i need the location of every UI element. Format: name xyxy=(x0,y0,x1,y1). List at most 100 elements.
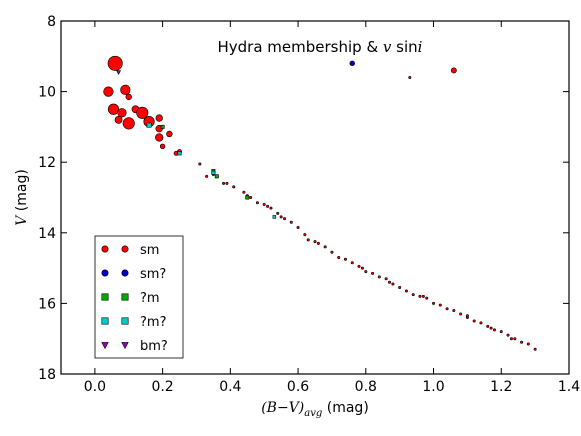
data-point xyxy=(489,326,493,330)
y-tick-label: 14 xyxy=(38,226,56,242)
data-point xyxy=(337,256,341,260)
data-point xyxy=(323,245,327,249)
x-tick-label: 0.0 xyxy=(84,379,106,395)
data-point xyxy=(211,170,216,175)
x-tick-label: 1.0 xyxy=(422,379,444,395)
data-point xyxy=(120,84,131,95)
axes-frame xyxy=(60,20,570,375)
data-point xyxy=(166,130,173,138)
chart-title: Hydra membership & v sini xyxy=(218,38,423,56)
data-point xyxy=(472,319,476,323)
data-point xyxy=(316,241,320,245)
legend: sm sm? ?m ?m? bm? xyxy=(94,235,184,359)
data-point xyxy=(272,215,277,219)
data-point xyxy=(205,174,209,178)
data-point xyxy=(465,314,469,318)
legend-marker xyxy=(121,293,129,301)
data-point xyxy=(459,312,463,316)
data-point xyxy=(283,217,287,221)
legend-label: ?m xyxy=(140,291,160,306)
legend-label: ?m? xyxy=(140,315,166,330)
legend-marker xyxy=(101,245,109,253)
data-point xyxy=(159,143,166,150)
data-point xyxy=(269,206,273,210)
data-point xyxy=(404,289,408,293)
legend-marker xyxy=(101,317,109,325)
data-point xyxy=(425,296,429,300)
data-point xyxy=(225,181,229,185)
legend-entry: sm xyxy=(101,243,159,258)
points-layer xyxy=(103,55,537,351)
data-point xyxy=(245,195,250,200)
data-point xyxy=(242,190,246,194)
series-m-points xyxy=(160,124,250,200)
data-point xyxy=(177,151,182,156)
data-point xyxy=(232,185,236,189)
data-point xyxy=(107,103,120,115)
data-point xyxy=(214,174,219,179)
legend-label: bm? xyxy=(140,339,168,354)
legend-marker xyxy=(121,317,129,325)
series-bm-points xyxy=(116,70,121,75)
legend-entry: sm? xyxy=(101,267,166,282)
data-point xyxy=(408,75,412,79)
data-point xyxy=(222,181,226,185)
x-tick-label: 1.4 xyxy=(558,379,580,395)
data-point xyxy=(499,330,503,334)
data-point xyxy=(391,282,395,286)
data-point xyxy=(330,250,334,254)
data-point xyxy=(160,124,165,129)
data-point xyxy=(452,308,456,312)
x-tick-label: 0.2 xyxy=(151,379,173,395)
legend-entry: ?m xyxy=(101,291,160,306)
data-point xyxy=(398,286,402,290)
data-point xyxy=(506,333,510,337)
data-point xyxy=(377,275,381,279)
data-point xyxy=(107,55,123,71)
data-point xyxy=(198,162,202,166)
data-point xyxy=(349,60,355,67)
legend-marker xyxy=(121,245,129,253)
x-tick-label: 0.6 xyxy=(287,379,309,395)
data-point xyxy=(418,294,422,298)
legend-entry: ?m? xyxy=(101,315,166,330)
data-point xyxy=(445,307,449,311)
data-point xyxy=(116,70,121,75)
data-point xyxy=(313,240,317,244)
legend-label: sm? xyxy=(140,267,166,282)
data-point xyxy=(306,238,310,242)
legend-box xyxy=(94,235,184,359)
legend-entry: bm? xyxy=(101,339,168,354)
data-point xyxy=(343,257,347,261)
data-point xyxy=(136,106,149,119)
data-point xyxy=(249,196,253,200)
data-point xyxy=(509,337,513,341)
data-point xyxy=(117,108,127,118)
data-point xyxy=(289,220,293,224)
x-axis-ticks: 0.0 0.2 0.4 0.6 0.8 1.0 1.2 1.4 xyxy=(84,21,580,395)
data-point xyxy=(357,264,361,268)
data-point xyxy=(438,303,442,307)
data-point xyxy=(526,342,530,346)
legend-marker xyxy=(121,269,129,277)
y-tick-label: 18 xyxy=(38,367,56,383)
data-point xyxy=(421,294,425,298)
data-point xyxy=(146,122,152,128)
data-point xyxy=(103,86,114,97)
legend-marker xyxy=(101,269,109,277)
data-point xyxy=(114,115,123,124)
data-point xyxy=(276,211,280,215)
data-point xyxy=(492,328,496,332)
legend-label: sm xyxy=(140,243,159,258)
series-m-points xyxy=(146,122,277,219)
data-point xyxy=(122,117,135,130)
data-point xyxy=(266,204,270,208)
data-point xyxy=(262,203,266,207)
y-tick-label: 12 xyxy=(38,155,56,171)
y-tick-label: 16 xyxy=(38,296,56,312)
legend-entries: sm sm? ?m ?m? bm? xyxy=(101,243,168,354)
data-point xyxy=(533,347,537,351)
y-tick-label: 10 xyxy=(38,85,56,101)
